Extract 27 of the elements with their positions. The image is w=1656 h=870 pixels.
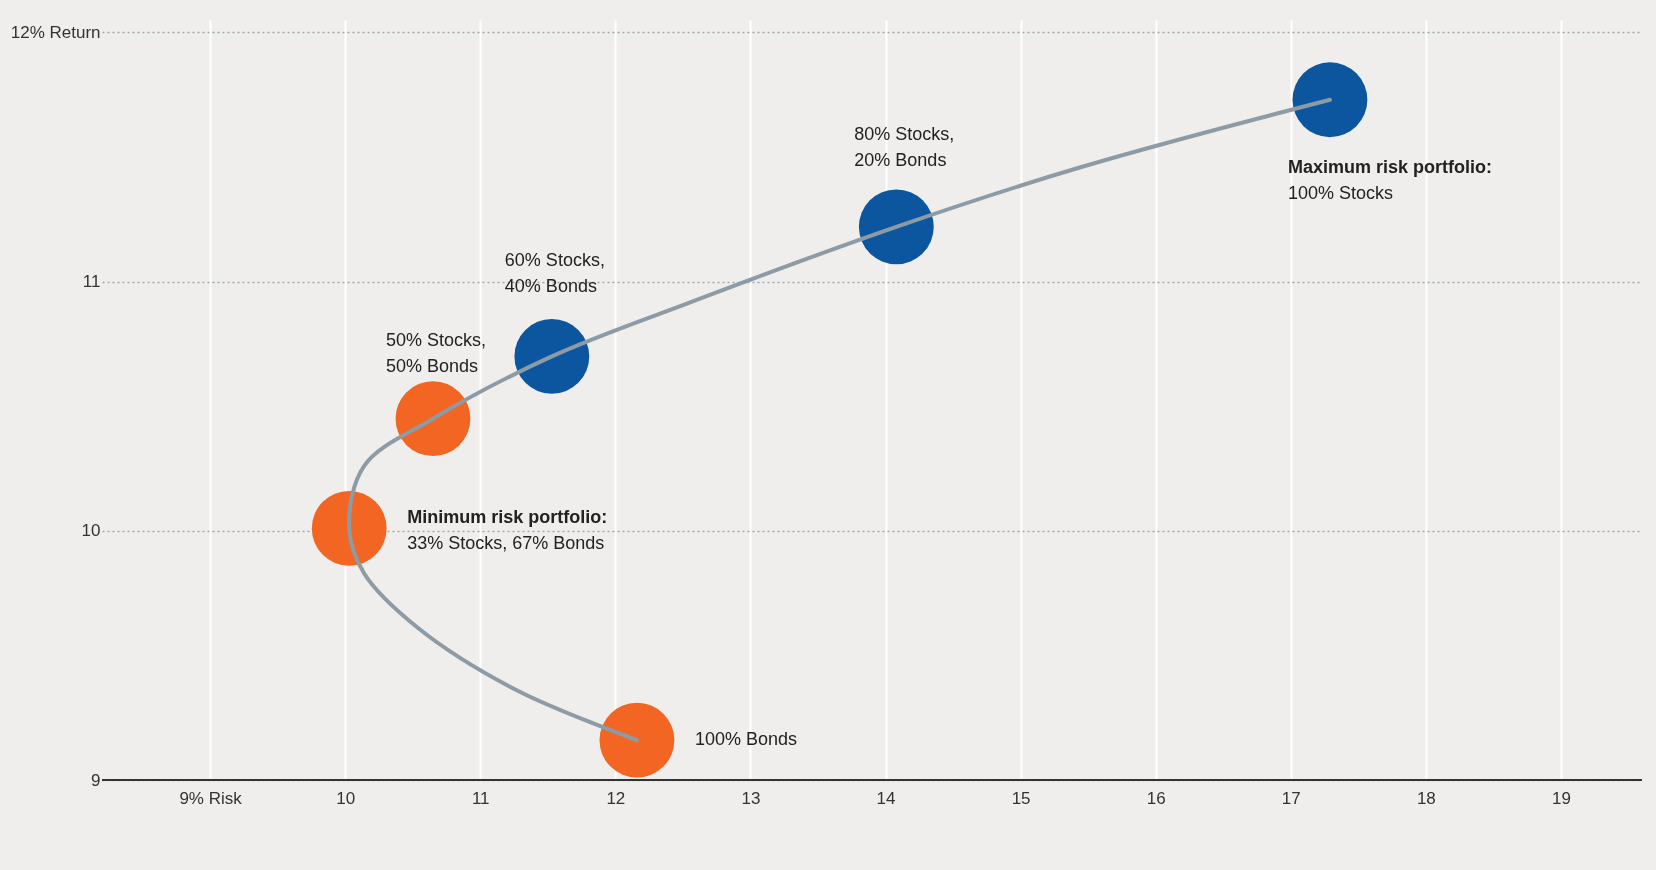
- x-tick-label: 14: [876, 788, 896, 808]
- annotation: 50% Stocks, 50% Bonds: [385, 329, 487, 376]
- point: [599, 702, 675, 778]
- point: [395, 381, 471, 457]
- x-tick-label: 15: [1011, 788, 1031, 808]
- y-tick-label: 10: [81, 521, 101, 541]
- point: [858, 189, 934, 265]
- y-tick-label: 9: [91, 770, 101, 790]
- annotation: 60% Stocks, 40% Bonds: [504, 250, 605, 297]
- x-tick-label: 10: [336, 788, 356, 808]
- annotation: 100% Bonds: [694, 729, 798, 750]
- x-tick-label: 11: [471, 788, 490, 808]
- point: [514, 319, 590, 394]
- point: [311, 490, 387, 566]
- x-tick-label: 19: [1551, 788, 1571, 808]
- annotation: 80% Stocks, 20% Bonds: [854, 123, 955, 170]
- point: [1292, 62, 1368, 138]
- annotation: Maximum risk portfolio: 100% Stocks: [1287, 156, 1492, 203]
- x-tick-label: 9% Risk: [179, 788, 243, 808]
- x-tick-label: 16: [1146, 788, 1166, 808]
- x-tick-label: 12: [606, 788, 626, 808]
- x-tick-label: 13: [741, 788, 761, 808]
- y-tick-label: 12% Return: [10, 22, 101, 42]
- annotation: Minimum risk portfolio: 33% Stocks, 67% Bonds: [407, 507, 608, 554]
- x-tick-label: 17: [1281, 788, 1301, 808]
- y-tick-label: 11: [82, 272, 101, 292]
- x-tick-label: 18: [1416, 788, 1436, 808]
